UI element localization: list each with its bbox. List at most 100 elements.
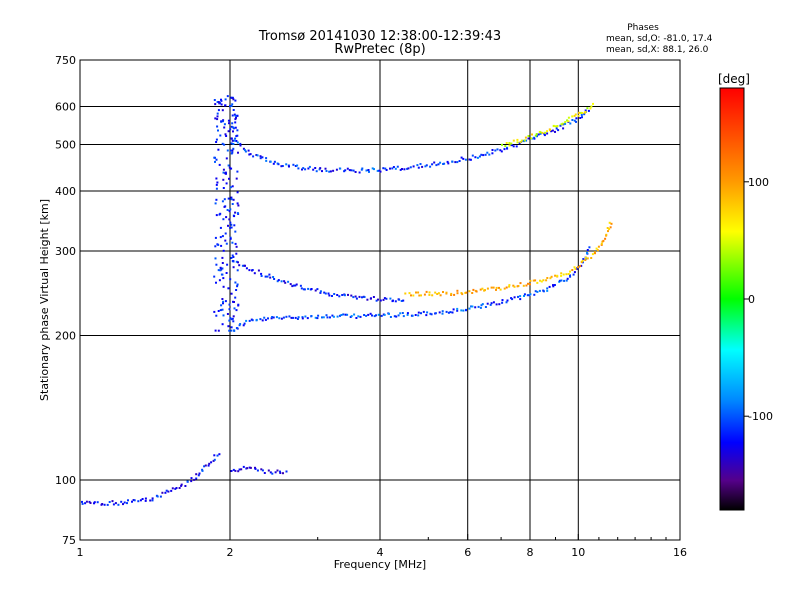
echo-point [207, 464, 210, 467]
echo-point [567, 120, 570, 123]
echo-point [517, 295, 519, 298]
echo-point [527, 135, 530, 137]
echo-point [232, 320, 235, 323]
echo-point [218, 163, 221, 166]
echo-point [299, 284, 302, 287]
echo-point [385, 297, 388, 300]
echo-point [221, 200, 224, 203]
echo-point [228, 218, 231, 221]
echo-point [228, 319, 231, 322]
echo-point [371, 167, 374, 170]
echo-point [363, 296, 366, 298]
echo-point [175, 487, 178, 489]
echo-point [456, 309, 459, 312]
echo-point [468, 290, 471, 293]
echo-point [219, 102, 222, 105]
echo-point [378, 169, 381, 172]
echo-point [214, 236, 217, 239]
echo-point [344, 313, 347, 316]
echo-point [197, 474, 200, 477]
echo-point [239, 144, 242, 147]
echo-point [236, 170, 239, 173]
echo-point [228, 308, 231, 311]
echo-point [302, 167, 305, 170]
echo-point [597, 245, 600, 248]
echo-point [418, 294, 421, 297]
echo-point [508, 284, 511, 287]
echo-point [538, 289, 541, 292]
echo-point [126, 502, 128, 505]
echo-point [558, 279, 561, 282]
echo-point [550, 275, 553, 278]
echo-point [395, 315, 398, 318]
echo-point [433, 161, 436, 164]
echo-point [456, 292, 459, 295]
echo-point [304, 315, 307, 318]
echo-point [190, 480, 193, 483]
echo-point [546, 130, 549, 133]
echo-point [604, 237, 607, 240]
echo-point [573, 114, 576, 117]
echo-point [519, 295, 522, 298]
echo-point [271, 472, 274, 475]
echo-point [222, 300, 225, 303]
echo-point [438, 311, 441, 314]
echo-point [486, 287, 489, 290]
echo-point [549, 129, 552, 132]
echo-point [542, 279, 545, 282]
echo-point [339, 167, 342, 170]
echo-point [215, 183, 218, 186]
echo-point [495, 286, 498, 289]
echo-point [243, 322, 246, 325]
echo-point [569, 270, 571, 273]
echo-point [261, 319, 264, 322]
echo-point [551, 129, 554, 132]
echo-point [265, 157, 268, 160]
echo-point [578, 111, 580, 114]
echo-point [403, 168, 406, 171]
echo-point [377, 298, 379, 301]
echo-point [221, 323, 224, 326]
echo-point [216, 115, 219, 118]
echo-point [213, 310, 216, 313]
echo-point [289, 283, 292, 286]
echo-point [114, 502, 117, 505]
echo-point [460, 309, 463, 312]
echo-point [151, 497, 154, 500]
echo-point [232, 147, 235, 150]
echo-point [484, 289, 486, 292]
echo-point [360, 168, 363, 171]
echo-point [243, 149, 246, 152]
echo-point [471, 305, 474, 308]
echo-point [303, 288, 306, 291]
echo-point [500, 150, 503, 153]
echo-point [314, 167, 317, 169]
echo-point [567, 116, 570, 119]
echo-point [439, 161, 442, 164]
echo-point [222, 314, 225, 317]
echo-point [288, 165, 290, 168]
echo-point [314, 316, 317, 319]
echo-point [505, 301, 508, 304]
echo-point [543, 134, 546, 137]
echo-point [219, 134, 222, 137]
echo-point [217, 109, 220, 112]
echo-point [511, 298, 514, 301]
echo-point [307, 167, 310, 170]
echo-point [296, 164, 299, 167]
echo-point [234, 114, 237, 117]
echo-point [393, 315, 396, 318]
echo-point [368, 170, 370, 173]
echo-point [81, 502, 84, 505]
echo-point [214, 245, 217, 248]
echo-point [235, 116, 237, 119]
echo-point [488, 153, 491, 156]
echo-point [560, 279, 563, 282]
plot-frame [79, 59, 681, 541]
echo-point [344, 169, 347, 172]
echo-point [447, 162, 450, 165]
echo-point [590, 257, 593, 259]
echo-point [581, 112, 584, 114]
echo-point [259, 155, 262, 158]
echo-point [232, 315, 235, 318]
